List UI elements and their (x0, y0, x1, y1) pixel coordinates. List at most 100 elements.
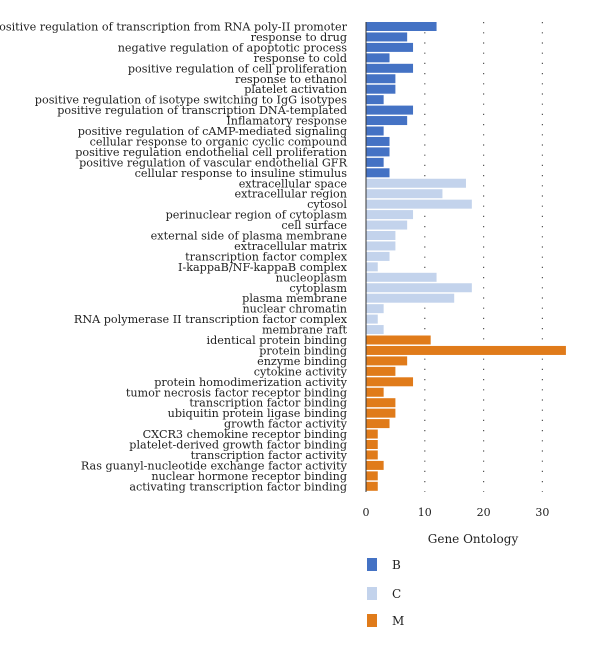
category-label: protein homodimerization activity (154, 376, 347, 389)
bar-B-3 (366, 53, 390, 63)
x-axis-ticks: 0 10 20 30 (363, 506, 550, 519)
category-label: growth factor activity (224, 418, 348, 431)
bars (366, 22, 566, 491)
category-label: positive regulation of transcription fro… (0, 21, 348, 34)
bar-C-5 (366, 231, 396, 240)
legend: B CM (367, 558, 404, 628)
category-label: platelet activation (244, 83, 347, 96)
x-tick-label-10: 10 (418, 506, 432, 519)
category-label: protein binding (259, 344, 347, 357)
bar-C-14 (366, 325, 384, 335)
category-label: Inflamatory response (226, 115, 347, 128)
bar-M-14 (366, 481, 378, 491)
x-axis-title: Gene Ontology (428, 532, 519, 546)
bar-C-3 (366, 210, 414, 220)
bar-C-4 (366, 220, 408, 230)
category-labels: positive regulation of transcription fro… (0, 21, 348, 494)
category-label: extracellular space (239, 177, 348, 190)
category-label: cell surface (281, 219, 347, 232)
bar-M-4 (366, 377, 414, 387)
bar-B-0 (366, 22, 437, 31)
category-label: Ras guanyl-nucleotide exchange factor ac… (81, 459, 348, 472)
legend-label-B: B (392, 558, 401, 572)
bar-B-9 (366, 116, 408, 126)
category-label: positive regulation of transcription DNA… (57, 104, 347, 117)
bar-B-13 (366, 157, 384, 167)
bar-C-1 (366, 189, 443, 199)
bar-M-7 (366, 408, 396, 418)
category-label: membrane raft (262, 324, 348, 337)
bar-M-0 (366, 335, 431, 345)
bar-C-0 (366, 178, 466, 188)
legend-label-C: C (392, 587, 401, 601)
bar-C-13 (366, 314, 378, 324)
bar-M-1 (366, 345, 566, 355)
category-label: transcription factor complex (185, 250, 348, 263)
bar-B-6 (366, 84, 396, 94)
bar-B-10 (366, 126, 384, 136)
category-label: positive regulation of cAMP-mediated sig… (78, 125, 347, 138)
category-label: positive regulation of isotype switching… (35, 94, 347, 107)
category-label: response to cold (254, 52, 347, 65)
category-label: nuclear hormone receptor binding (151, 470, 347, 483)
bar-C-8 (366, 262, 378, 272)
category-label: nuclear chromatin (242, 303, 347, 316)
x-tick-label-30: 30 (535, 506, 549, 519)
bar-C-10 (366, 283, 472, 293)
bar-C-2 (366, 199, 472, 209)
category-label: I-kappaB/NF-kappaB complex (178, 261, 348, 274)
bar-B-4 (366, 63, 414, 73)
category-label: platelet-derived growth factor binding (129, 439, 347, 452)
category-label: response to drug (251, 31, 347, 44)
bar-M-13 (366, 471, 378, 481)
bar-M-8 (366, 419, 390, 429)
bar-B-14 (366, 168, 390, 178)
category-label: positive regulation of vascular endothel… (79, 156, 347, 169)
bar-B-5 (366, 74, 396, 84)
category-label: perinuclear region of cytoplasm (166, 209, 348, 222)
category-label: ubiquitin protein ligase binding (168, 407, 347, 420)
category-label: cytosol (307, 198, 347, 211)
category-label: cellular response to organic cyclic comp… (90, 135, 347, 148)
bar-M-3 (366, 366, 396, 376)
bar-M-2 (366, 356, 408, 366)
category-label: enzyme binding (257, 355, 347, 368)
category-label: nucleoplasm (276, 271, 348, 284)
x-tick-label-0: 0 (363, 506, 370, 519)
bar-M-11 (366, 450, 378, 460)
category-label: positive regulation of cell proliferatio… (128, 62, 347, 75)
bar-M-5 (366, 387, 384, 397)
bar-B-2 (366, 42, 414, 52)
category-label: extracellular region (235, 188, 348, 201)
category-label: external side of plasma membrane (151, 230, 348, 243)
bar-C-11 (366, 293, 455, 303)
bar-C-7 (366, 251, 390, 261)
category-label: cytoplasm (289, 282, 347, 295)
category-label: transcription factor activity (191, 449, 348, 462)
bar-M-6 (366, 398, 396, 408)
grid-lines (424, 22, 544, 492)
category-label: cellular response to insuline stimulus (135, 167, 348, 180)
legend-label-M: M (392, 614, 404, 628)
category-label: extracellular matrix (234, 240, 348, 253)
category-label: positive regulation endothelial cell pro… (75, 146, 347, 159)
category-label: plasma membrane (242, 292, 347, 305)
category-label: transcription factor binding (189, 397, 347, 410)
bar-B-11 (366, 136, 390, 146)
bar-C-9 (366, 272, 437, 282)
bar-M-9 (366, 429, 378, 439)
category-label: activating transcription factor binding (129, 480, 347, 493)
legend-swatch-M (367, 614, 377, 627)
bar-C-12 (366, 304, 384, 314)
x-tick-label-20: 20 (477, 506, 491, 519)
category-label: identical protein binding (207, 334, 347, 347)
category-label: cytokine activity (254, 365, 348, 378)
bar-M-12 (366, 460, 384, 470)
bar-B-12 (366, 147, 390, 157)
category-label: tumor necrosis factor receptor binding (126, 386, 347, 399)
category-label: negative regulation of apoptotic process (118, 41, 348, 54)
category-label: response to ethanol (235, 73, 347, 86)
bar-M-10 (366, 440, 378, 449)
category-label: CXCR3 chemokine receptor binding (143, 428, 347, 441)
legend-swatch-B (367, 558, 377, 571)
